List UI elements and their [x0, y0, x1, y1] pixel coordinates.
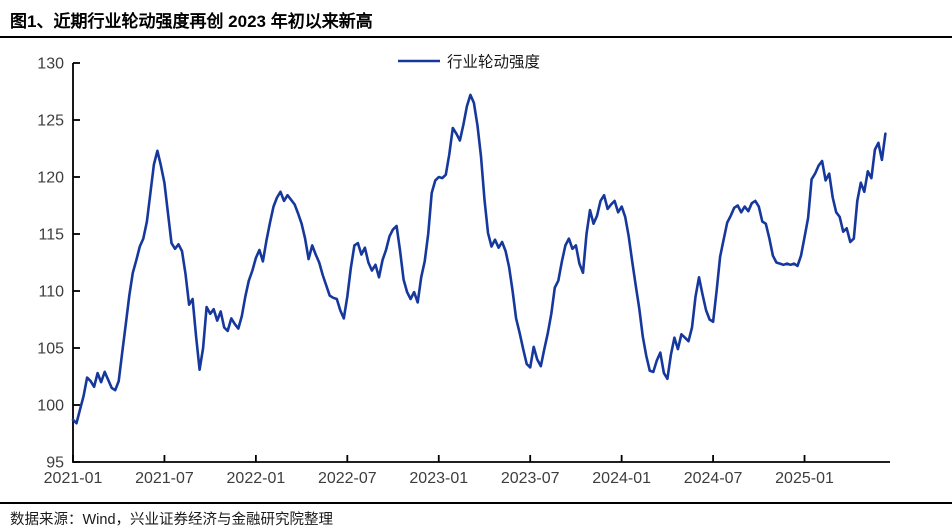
- legend: 行业轮动强度: [398, 53, 540, 71]
- x-axis-tick-label: 2021-07: [135, 470, 194, 487]
- y-axis-tick-label: 125: [37, 113, 64, 130]
- x-axis-tick-label: 2022-07: [318, 470, 377, 487]
- x-axis-tick-label: 2024-07: [684, 470, 743, 487]
- y-axis-tick-label: 100: [37, 398, 64, 415]
- x-axis-tick-label: 2024-01: [592, 470, 651, 487]
- series-line: [71, 93, 887, 425]
- y-axis-labels: 95 100 105 110 115 120 125 130: [37, 56, 64, 472]
- axis-ticks: [72, 62, 806, 463]
- x-axis-tick-label: 2023-07: [501, 470, 560, 487]
- y-axis-tick-label: 105: [37, 341, 64, 358]
- legend-label: 行业轮动强度: [447, 53, 540, 71]
- x-axis-tick-label: 2023-01: [409, 470, 468, 487]
- x-axis-tick-label: 2022-01: [227, 470, 286, 487]
- source-note: 数据来源：Wind，兴业证券经济与金融研究院整理: [10, 512, 334, 528]
- y-axis-tick-label: 95: [46, 455, 64, 472]
- y-axis-tick-label: 110: [38, 284, 64, 301]
- x-axis-tick-label: 2025-01: [775, 470, 834, 487]
- x-axis-labels: 2021-01 2021-07 2022-01 2022-07 2023-01 2023-…: [44, 470, 834, 487]
- x-axis-tick-label: 2021-01: [44, 470, 103, 487]
- figure-title: 图1、近期行业轮动强度再创 2023 年初以来新高: [10, 12, 373, 31]
- y-axis-tick-label: 115: [38, 227, 64, 244]
- title-divider: [0, 36, 952, 39]
- footer-divider: [0, 502, 952, 504]
- y-axis-tick-label: 130: [37, 56, 64, 73]
- axis-lines: [72, 63, 890, 463]
- y-axis-tick-label: 120: [37, 170, 64, 187]
